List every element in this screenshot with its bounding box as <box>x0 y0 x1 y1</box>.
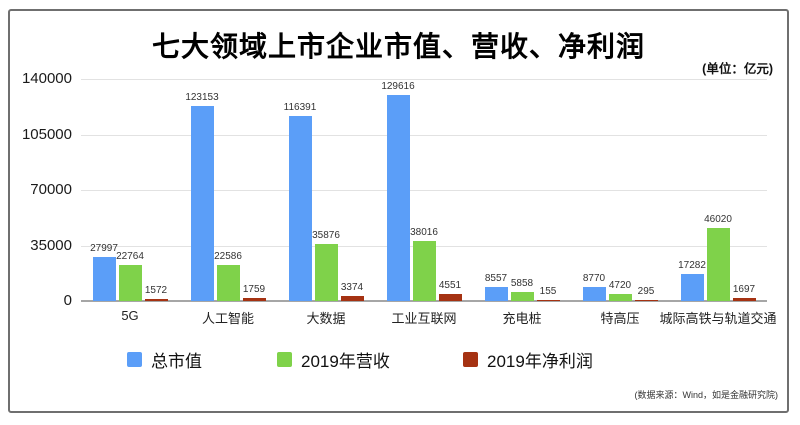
y-tick-label: 140000 <box>21 70 72 87</box>
bar-value-label: 295 <box>637 286 655 297</box>
x-tick-label-6: 城际高铁与轨道交通 <box>659 311 777 326</box>
bar-revenue-2019-3 <box>412 241 436 301</box>
bar-market-cap-0 <box>92 257 116 301</box>
bar-revenue-2019-1 <box>216 265 240 301</box>
bar-market-cap-6 <box>680 274 704 301</box>
bar-revenue-2019-0 <box>118 265 142 301</box>
bar-group-6: 17282 46020 1697 城际高铁与轨道交通 <box>659 79 776 326</box>
bar-group-5: 8770 4720 295 特高压 <box>571 79 669 326</box>
bar-value-label: 35876 <box>312 230 340 241</box>
legend-label-market-cap: 总市值 <box>151 351 202 371</box>
bar-revenue-2019-6 <box>706 228 730 301</box>
source-note: (数据来源：Wind，如是金融研究院) <box>634 390 779 400</box>
bar-value-label: 4720 <box>608 280 632 291</box>
legend-item-revenue-2019: 2019年营收 <box>277 350 390 371</box>
y-tick-label: 35000 <box>30 237 72 254</box>
legend-swatch <box>463 351 478 367</box>
bar-net-profit-2019-0 <box>144 299 168 301</box>
bar-revenue-2019-4 <box>510 292 534 301</box>
x-tick-label-2: 大数据 <box>306 311 346 326</box>
bar-market-cap-4 <box>484 287 508 301</box>
bar-value-label: 123153 <box>185 92 219 103</box>
bar-market-cap-3 <box>386 95 410 301</box>
bar-value-label: 38016 <box>410 227 438 238</box>
bar-revenue-2019-5 <box>608 294 632 301</box>
bar-value-label: 3374 <box>340 282 364 293</box>
bar-net-profit-2019-4 <box>536 300 560 301</box>
bar-group-2: 116391 35876 3374 大数据 <box>277 79 375 326</box>
legend-swatch <box>127 351 142 367</box>
gridline-70000 <box>81 190 767 191</box>
x-tick-label-0: 5G <box>121 308 139 323</box>
x-tick-label-5: 特高压 <box>600 311 640 326</box>
gridline-105000 <box>81 135 767 136</box>
plot-area: 27997 22764 1572 5G 123153 22586 1759 人工智能 11639… <box>81 79 777 326</box>
bar-group-4: 8557 5858 155 充电桩 <box>473 79 571 326</box>
x-axis-baseline <box>81 300 767 302</box>
bar-value-label: 22586 <box>214 251 242 262</box>
y-tick-label: 0 <box>63 292 72 309</box>
y-tick-label: 105000 <box>21 126 72 143</box>
bar-value-label: 27997 <box>90 243 118 254</box>
legend-label-net-profit-2019: 2019年净利润 <box>487 351 593 371</box>
bar-net-profit-2019-3 <box>438 294 462 301</box>
bar-value-label: 4551 <box>438 280 462 291</box>
bar-value-label: 129616 <box>381 81 415 92</box>
legend-swatch <box>277 351 292 367</box>
gridline-140000 <box>81 79 767 80</box>
bar-market-cap-5 <box>582 287 606 301</box>
x-tick-label-1: 人工智能 <box>201 311 255 326</box>
bar-value-label: 46020 <box>704 214 732 225</box>
bar-value-label: 8557 <box>484 273 508 284</box>
bar-value-label: 17282 <box>678 260 706 271</box>
legend-label-revenue-2019: 2019年营收 <box>301 351 390 371</box>
bar-value-label: 8770 <box>582 273 606 284</box>
bar-net-profit-2019-2 <box>340 296 364 301</box>
bar-value-label: 1759 <box>242 284 266 295</box>
bar-value-label: 1572 <box>144 285 168 296</box>
bar-value-label: 5858 <box>510 278 534 289</box>
bar-group-3: 129616 38016 4551 工业互联网 <box>375 79 473 326</box>
chart-frame: 七大领域上市企业市值、营收、净利润 (单位：亿元) 0 35000 70000 105… <box>8 9 789 413</box>
bar-revenue-2019-2 <box>314 244 338 301</box>
bar-market-cap-2 <box>288 116 312 301</box>
x-tick-label-4: 充电桩 <box>502 311 542 326</box>
bar-net-profit-2019-6 <box>732 298 756 301</box>
legend-item-market-cap: 总市值 <box>127 350 202 371</box>
bar-group-1: 123153 22586 1759 人工智能 <box>179 79 277 326</box>
bar-value-label: 22764 <box>116 251 144 262</box>
bar-market-cap-1 <box>190 106 214 301</box>
bar-group-0: 27997 22764 1572 5G <box>81 79 179 323</box>
legend-item-net-profit-2019: 2019年净利润 <box>463 350 593 371</box>
unit-note: (单位：亿元) <box>702 62 773 76</box>
bar-value-label: 155 <box>539 286 557 297</box>
x-tick-label-3: 工业互联网 <box>391 311 457 326</box>
bar-value-label: 1697 <box>732 284 756 295</box>
bar-net-profit-2019-5 <box>634 300 658 301</box>
y-axis: 0 35000 70000 105000 140000 <box>10 71 72 309</box>
bar-value-label: 116391 <box>283 102 317 113</box>
bar-net-profit-2019-1 <box>242 298 266 301</box>
chart-title: 七大领域上市企业市值、营收、净利润 <box>151 31 645 62</box>
y-tick-label: 70000 <box>30 181 72 198</box>
